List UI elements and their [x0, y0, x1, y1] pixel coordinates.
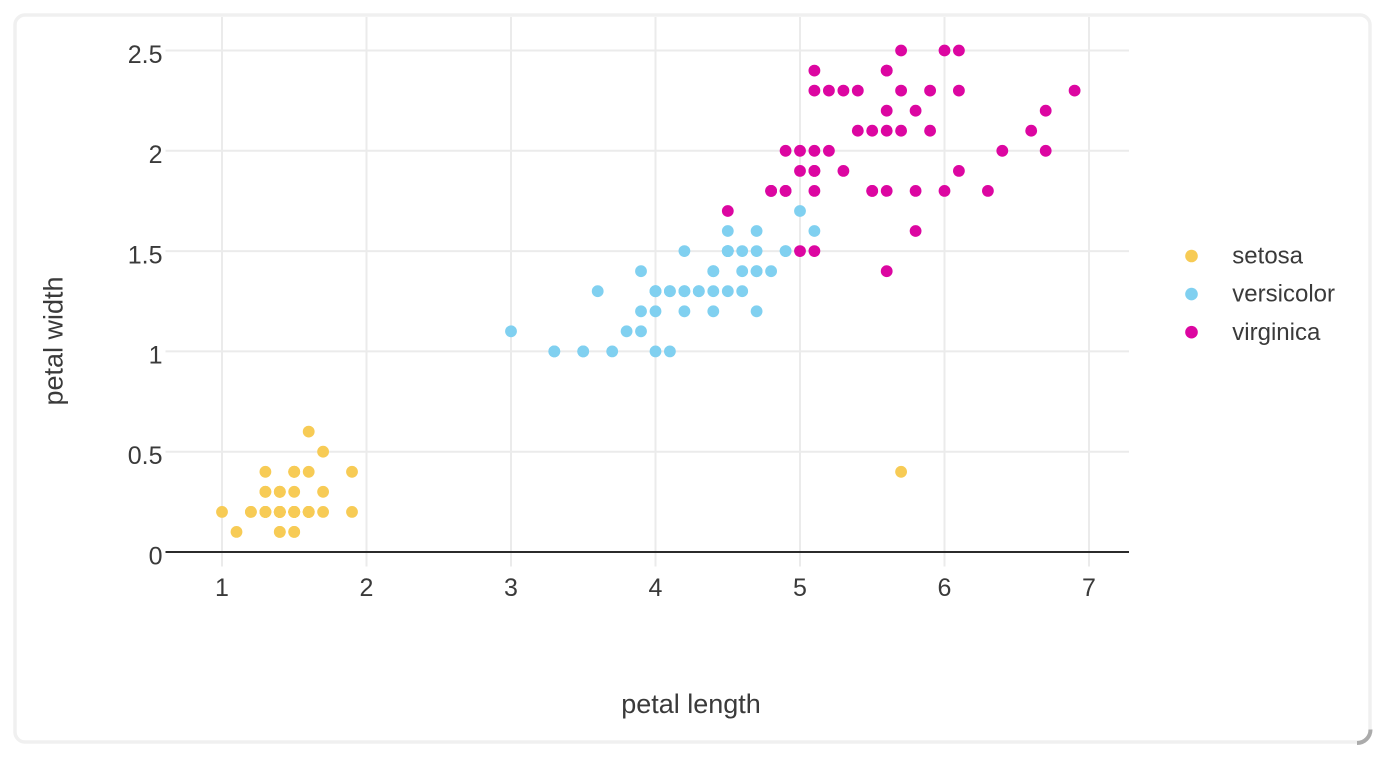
svg-text:2: 2: [149, 141, 163, 169]
svg-text:0.5: 0.5: [128, 442, 163, 470]
svg-text:petal width: petal width: [39, 276, 69, 405]
svg-text:1: 1: [215, 574, 229, 602]
svg-text:versicolor: versicolor: [1232, 281, 1335, 308]
svg-text:7: 7: [1082, 574, 1096, 602]
svg-text:virginica: virginica: [1232, 319, 1321, 346]
svg-text:2: 2: [360, 574, 374, 602]
svg-text:3: 3: [504, 574, 518, 602]
svg-text:5: 5: [793, 574, 807, 602]
svg-text:setosa: setosa: [1232, 243, 1303, 270]
svg-text:1.5: 1.5: [128, 241, 163, 269]
svg-text:2.5: 2.5: [128, 41, 163, 69]
svg-text:4: 4: [649, 574, 663, 602]
svg-text:0: 0: [149, 542, 163, 570]
svg-text:6: 6: [938, 574, 952, 602]
svg-text:1: 1: [149, 342, 163, 370]
svg-text:petal length: petal length: [621, 689, 761, 719]
